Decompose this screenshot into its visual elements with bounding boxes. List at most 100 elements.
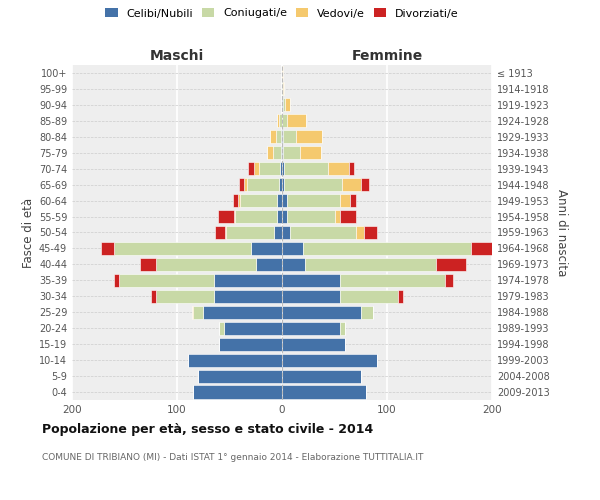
Bar (355, 226, 364, 239)
Bar (279, 178, 282, 191)
Bar (219, 322, 224, 335)
Bar (215, 226, 226, 239)
Text: Maschi: Maschi (150, 50, 204, 64)
Bar (361, 178, 369, 191)
Bar (277, 194, 282, 207)
Bar (282, 210, 287, 223)
Bar (283, 146, 300, 160)
Bar (282, 274, 340, 287)
Bar (218, 210, 234, 223)
Bar (282, 194, 287, 207)
Bar (283, 98, 285, 112)
Bar (282, 386, 366, 398)
Bar (119, 274, 214, 287)
Text: Femmine: Femmine (352, 50, 422, 64)
Y-axis label: Fasce di età: Fasce di età (22, 198, 35, 268)
Bar (340, 290, 398, 303)
Bar (235, 210, 277, 223)
Bar (445, 274, 453, 287)
Bar (156, 290, 214, 303)
Bar (238, 194, 240, 207)
Bar (193, 386, 282, 398)
Bar (114, 274, 119, 287)
Bar (251, 242, 282, 255)
Text: Popolazione per età, sesso e stato civile - 2014: Popolazione per età, sesso e stato civil… (42, 422, 373, 436)
Y-axis label: Anni di nascita: Anni di nascita (555, 189, 568, 276)
Bar (282, 338, 345, 350)
Bar (193, 306, 203, 319)
Bar (274, 226, 282, 239)
Bar (140, 258, 156, 271)
Bar (283, 82, 284, 96)
Bar (287, 194, 340, 207)
Bar (335, 210, 340, 223)
Bar (282, 82, 283, 96)
Bar (248, 162, 254, 175)
Bar (340, 194, 350, 207)
Bar (282, 354, 377, 366)
Bar (187, 354, 282, 366)
Bar (279, 114, 282, 128)
Bar (282, 306, 361, 319)
Bar (198, 370, 282, 382)
Bar (276, 130, 281, 143)
Bar (471, 242, 500, 255)
Bar (282, 226, 290, 239)
Bar (254, 162, 259, 175)
Bar (214, 274, 282, 287)
Bar (342, 178, 361, 191)
Bar (281, 130, 282, 143)
Bar (284, 162, 328, 175)
Bar (271, 130, 276, 143)
Bar (151, 290, 156, 303)
Bar (361, 306, 373, 319)
Bar (259, 162, 280, 175)
Bar (305, 258, 436, 271)
Bar (282, 162, 284, 175)
Bar (226, 226, 274, 239)
Bar (282, 98, 283, 112)
Bar (234, 210, 235, 223)
Bar (219, 338, 282, 350)
Bar (284, 178, 342, 191)
Bar (328, 162, 349, 175)
Bar (282, 66, 283, 80)
Bar (240, 194, 277, 207)
Bar (287, 210, 335, 223)
Bar (340, 210, 355, 223)
Bar (272, 146, 281, 160)
Bar (282, 290, 340, 303)
Bar (203, 306, 282, 319)
Bar (282, 130, 283, 143)
Bar (340, 274, 445, 287)
Bar (239, 178, 244, 191)
Text: COMUNE DI TRIBIANO (MI) - Dati ISTAT 1° gennaio 2014 - Elaborazione TUTTITALIA.I: COMUNE DI TRIBIANO (MI) - Dati ISTAT 1° … (42, 452, 424, 462)
Bar (101, 242, 114, 255)
Bar (256, 258, 282, 271)
Legend: Celibi/Nubili, Coniugati/e, Vedovi/e, Divorziati/e: Celibi/Nubili, Coniugati/e, Vedovi/e, Di… (106, 8, 458, 18)
Bar (247, 178, 279, 191)
Bar (349, 162, 355, 175)
Bar (277, 210, 282, 223)
Bar (282, 146, 283, 160)
Bar (214, 290, 282, 303)
Bar (233, 194, 238, 207)
Bar (282, 258, 305, 271)
Bar (350, 194, 355, 207)
Bar (303, 242, 471, 255)
Bar (282, 322, 340, 335)
Bar (436, 258, 466, 271)
Bar (268, 146, 272, 160)
Bar (287, 114, 306, 128)
Bar (296, 130, 322, 143)
Bar (340, 322, 345, 335)
Bar (364, 226, 377, 239)
Bar (282, 242, 303, 255)
Bar (114, 242, 251, 255)
Bar (285, 98, 290, 112)
Bar (280, 162, 282, 175)
Bar (282, 114, 287, 128)
Bar (277, 114, 279, 128)
Bar (281, 146, 282, 160)
Bar (224, 322, 282, 335)
